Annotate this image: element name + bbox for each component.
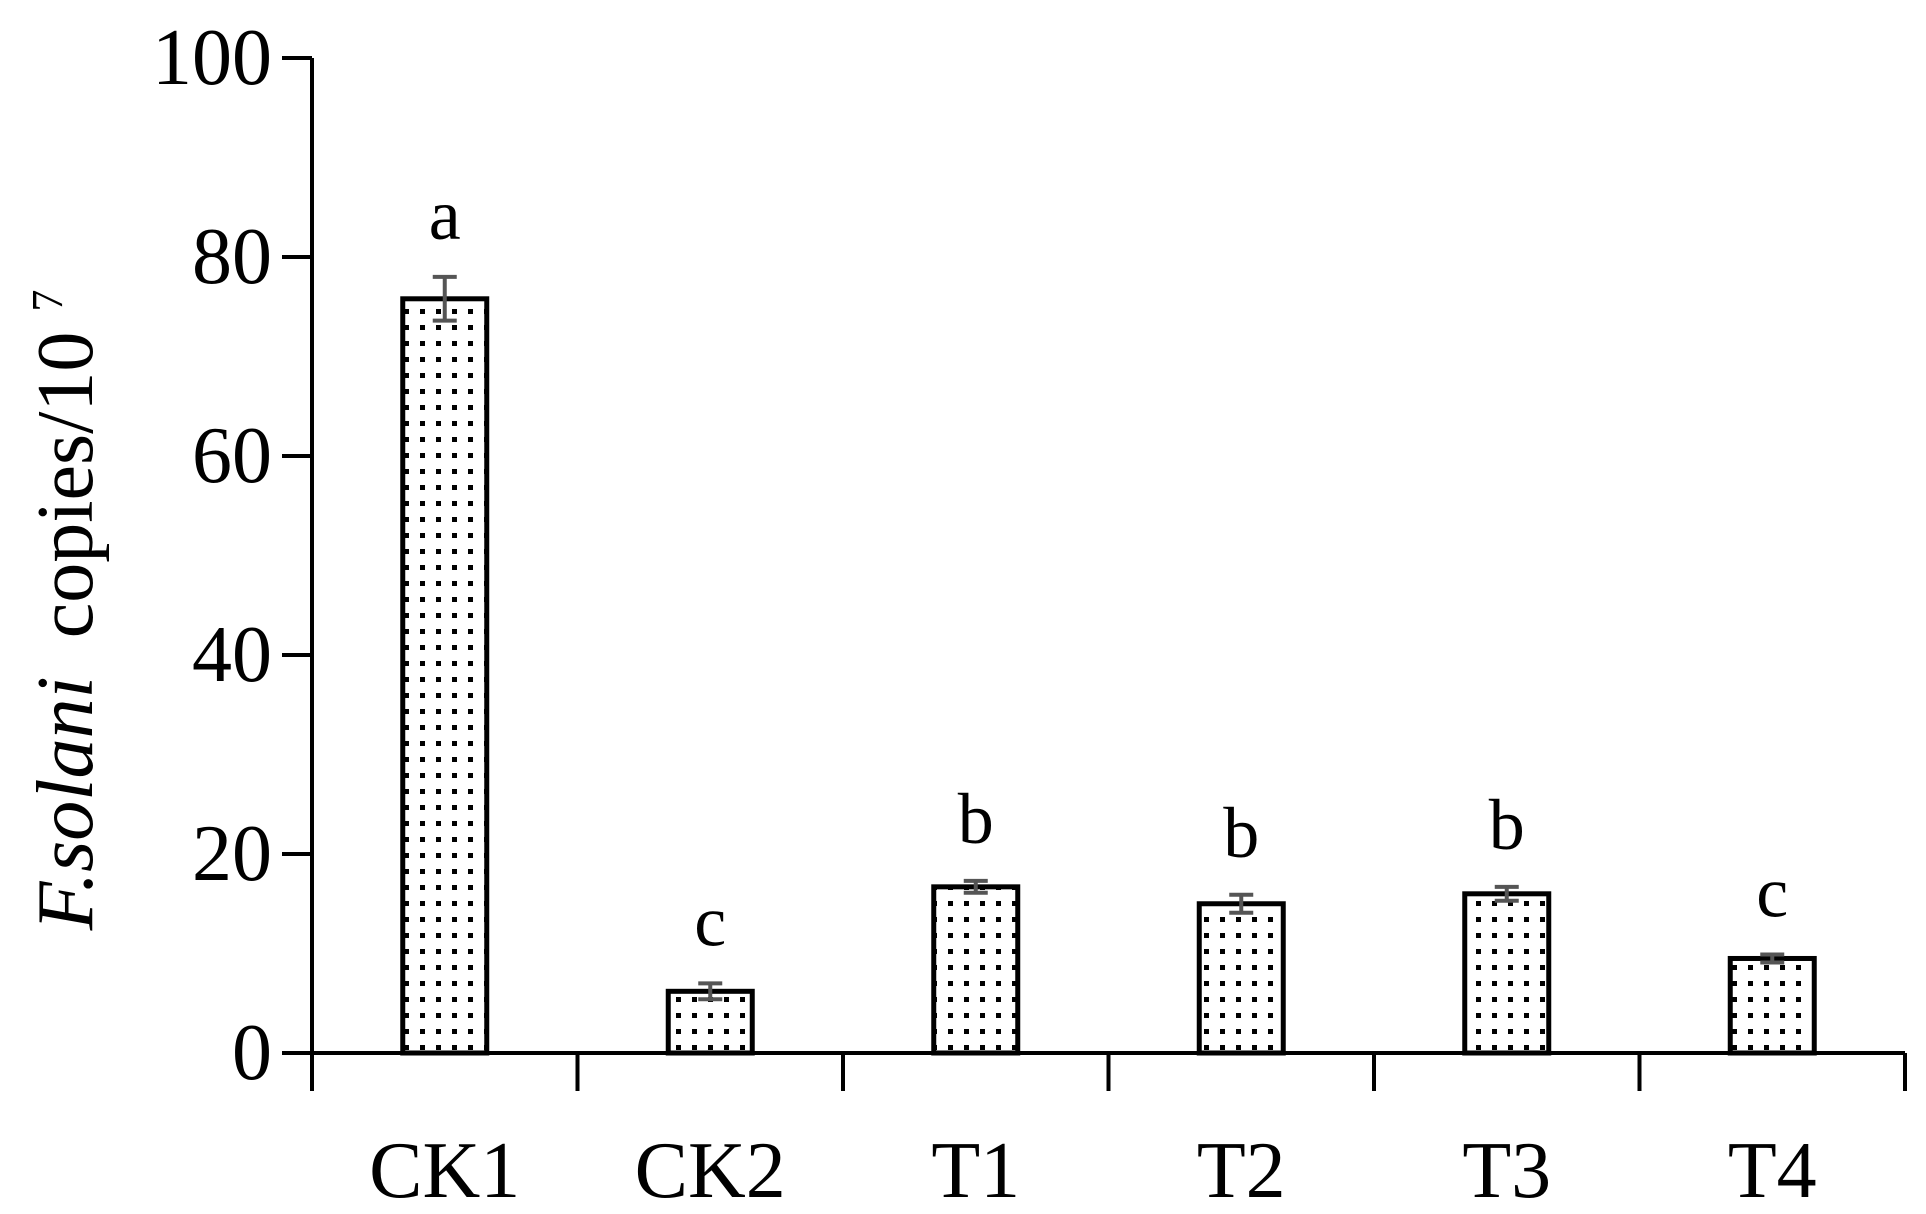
y-axis-title-superscript: 7 xyxy=(23,290,72,312)
significance-label: b xyxy=(1223,793,1259,873)
significance-label: b xyxy=(1489,785,1525,865)
x-category-label: CK1 xyxy=(369,1127,520,1214)
bar xyxy=(400,296,490,1056)
x-category-label: T4 xyxy=(1728,1127,1817,1214)
x-category-label: T3 xyxy=(1462,1127,1551,1214)
x-category-label: T1 xyxy=(931,1127,1020,1214)
bar xyxy=(1727,955,1817,1056)
significance-label: c xyxy=(694,881,726,961)
significance-label: b xyxy=(958,779,994,859)
y-axis-title-text: copies/10 xyxy=(22,332,110,639)
significance-label: a xyxy=(429,175,461,255)
bar xyxy=(931,884,1021,1056)
x-category-label: T2 xyxy=(1197,1127,1286,1214)
y-tick-label: 0 xyxy=(232,1009,272,1097)
y-tick-label: 40 xyxy=(192,611,272,699)
y-tick-label: 100 xyxy=(152,14,272,102)
significance-label: c xyxy=(1756,852,1788,932)
bar xyxy=(1196,901,1286,1056)
x-category-label: CK2 xyxy=(635,1127,786,1214)
y-axis-title: F.solani copies/10 7 xyxy=(22,290,110,932)
bar xyxy=(1462,891,1552,1056)
y-axis-title-italic: F.solani xyxy=(22,676,110,931)
y-tick-label: 80 xyxy=(192,213,272,301)
y-axis-ticks: 0 20 40 60 80 100 xyxy=(152,14,312,1097)
x-axis-ticks: CK1 CK2 T1 T2 T3 T4 xyxy=(310,1053,1907,1214)
bars: a c b b b c xyxy=(400,175,1817,1056)
y-tick-label: 60 xyxy=(192,412,272,500)
y-tick-label: 20 xyxy=(192,810,272,898)
